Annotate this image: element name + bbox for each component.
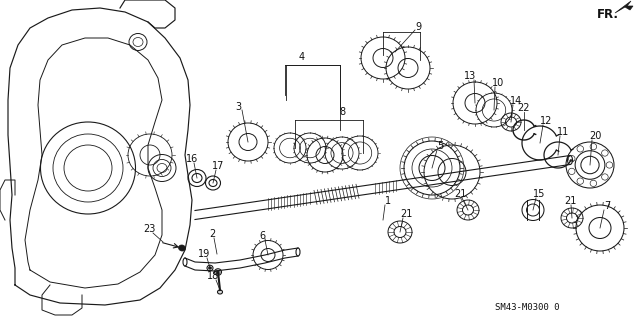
Ellipse shape	[568, 155, 573, 165]
Text: 21: 21	[400, 209, 412, 219]
Text: 13: 13	[464, 71, 476, 81]
Text: SM43-M0300 0: SM43-M0300 0	[495, 302, 559, 311]
Text: 11: 11	[557, 127, 569, 137]
Text: 8: 8	[339, 107, 345, 117]
Ellipse shape	[296, 248, 300, 256]
Ellipse shape	[179, 245, 186, 251]
Text: 14: 14	[510, 96, 522, 106]
Text: 15: 15	[533, 189, 545, 199]
Text: 10: 10	[492, 78, 504, 88]
Text: 21: 21	[454, 189, 466, 199]
Text: 17: 17	[212, 161, 224, 171]
Text: 1: 1	[385, 196, 391, 206]
Text: 23: 23	[143, 224, 155, 234]
Text: 2: 2	[209, 229, 215, 239]
Polygon shape	[615, 1, 633, 13]
Text: 6: 6	[259, 231, 265, 241]
Text: 12: 12	[540, 116, 552, 126]
Text: 7: 7	[604, 201, 610, 211]
Ellipse shape	[218, 290, 223, 294]
Text: 21: 21	[564, 196, 576, 206]
Text: 18: 18	[207, 271, 219, 281]
Text: 22: 22	[518, 103, 531, 113]
Text: FR.: FR.	[597, 9, 619, 21]
Ellipse shape	[209, 267, 211, 269]
Text: 16: 16	[186, 154, 198, 164]
Ellipse shape	[183, 258, 187, 266]
Text: 4: 4	[299, 52, 305, 62]
Text: 20: 20	[589, 131, 601, 141]
Text: 19: 19	[198, 249, 210, 259]
Text: 3: 3	[235, 102, 241, 112]
Text: 5: 5	[437, 141, 443, 151]
Text: 9: 9	[415, 22, 421, 32]
